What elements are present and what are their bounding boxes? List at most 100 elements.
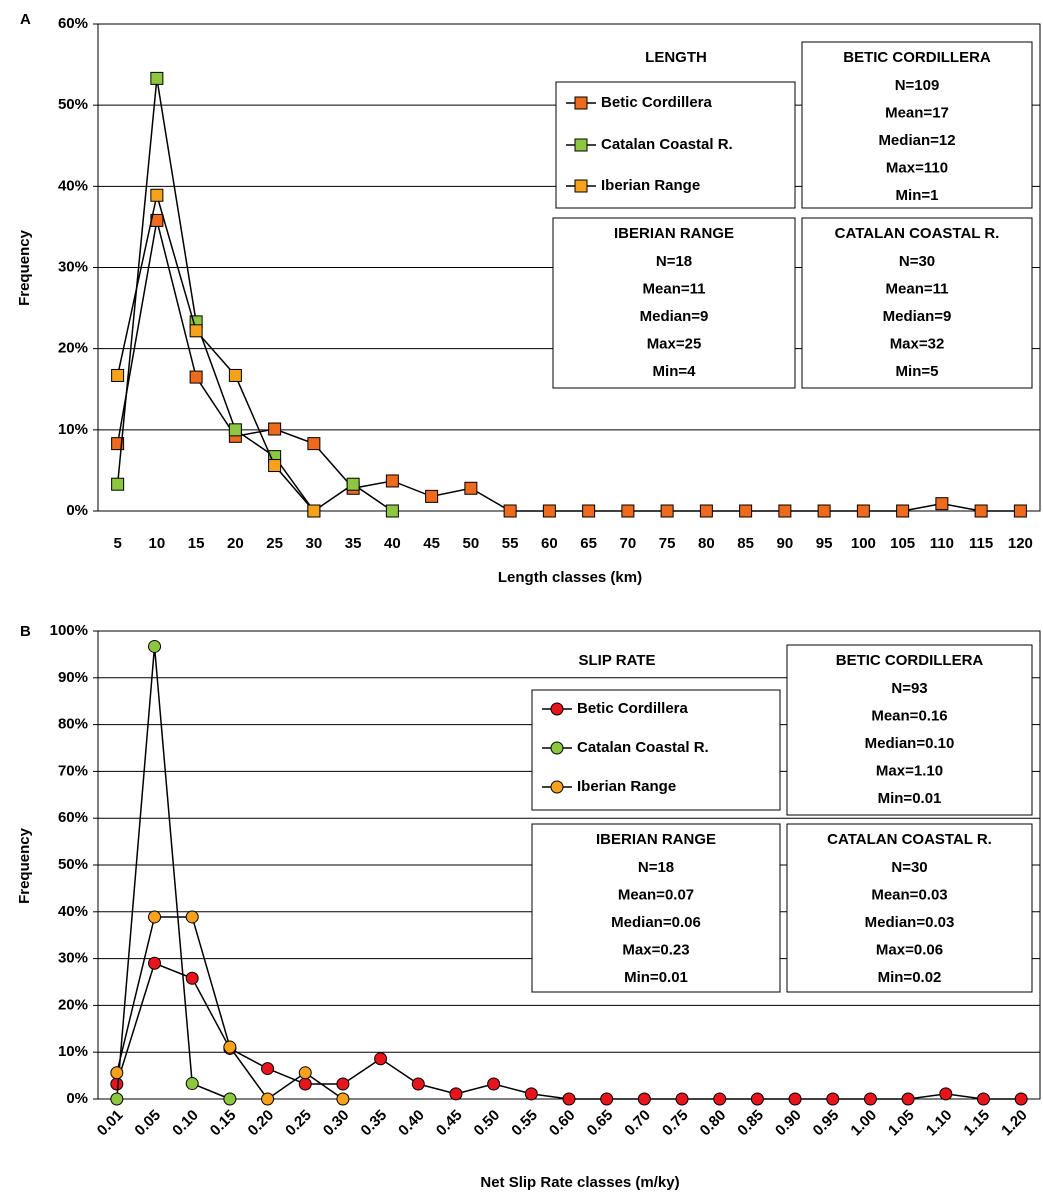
data-point <box>739 504 753 518</box>
data-point <box>1013 504 1027 518</box>
data-point <box>307 504 321 518</box>
x-tick-label: 95 <box>816 535 833 552</box>
x-tick-label: 0.50 <box>471 1107 504 1140</box>
data-point <box>542 504 556 518</box>
data-point <box>223 1040 237 1054</box>
x-tick-label: 0.75 <box>659 1107 692 1140</box>
x-tick-label: 115 <box>969 535 993 552</box>
x-tick-label: 85 <box>737 535 754 552</box>
stats-line: Max=25 <box>647 335 702 352</box>
legend-label: Iberian Range <box>601 177 700 194</box>
x-tick-label: 40 <box>384 535 401 552</box>
data-point <box>336 1092 350 1106</box>
legend-label: Betic Cordillera <box>577 700 689 717</box>
data-point <box>223 1092 237 1106</box>
y-tick-label: 10% <box>58 421 88 438</box>
legend-marker <box>574 179 588 193</box>
y-tick-label: 90% <box>58 669 88 686</box>
stats-line: Max=110 <box>886 159 948 176</box>
data-point <box>976 1092 990 1106</box>
stats-line: N=30 <box>899 253 935 270</box>
legend-label: Catalan Coastal R. <box>577 739 709 756</box>
x-tick-label: 0.45 <box>433 1107 466 1140</box>
x-tick-label: 0.05 <box>131 1107 164 1140</box>
x-tick-label: 65 <box>580 535 597 552</box>
data-point <box>110 1077 124 1091</box>
x-tick-label: 5 <box>113 535 121 552</box>
stats-line: N=18 <box>656 253 692 270</box>
stats-line: Median=0.03 <box>865 914 955 931</box>
y-tick-label: 0% <box>66 502 88 519</box>
y-tick-label: 20% <box>58 996 88 1013</box>
stats-title: CATALAN COASTAL R. <box>835 225 1000 242</box>
series-line <box>116 78 393 513</box>
data-point <box>600 1092 614 1106</box>
x-tick-label: 45 <box>423 535 440 552</box>
data-point <box>856 504 870 518</box>
stats-line: Median=9 <box>640 308 709 325</box>
stats-line: Median=0.10 <box>865 735 955 752</box>
data-point <box>939 1087 953 1101</box>
data-point <box>346 477 360 491</box>
stats-line: Min=0.02 <box>878 969 942 986</box>
data-point <box>750 1092 764 1106</box>
stats-box <box>786 823 1033 993</box>
stats-line: Min=0.01 <box>878 790 942 807</box>
stats-box <box>801 41 1033 209</box>
data-point <box>385 474 399 488</box>
data-point <box>935 497 949 511</box>
stats-line: Min=0.01 <box>624 969 688 986</box>
stats-title: BETIC CORDILLERA <box>836 652 984 669</box>
x-tick-label: 20 <box>227 535 244 552</box>
data-point <box>425 489 439 503</box>
stats-line: N=93 <box>891 680 927 697</box>
x-tick-label: 0.40 <box>395 1107 428 1140</box>
panel-label: B <box>20 623 31 640</box>
data-point <box>110 1092 124 1106</box>
x-tick-label: 25 <box>266 535 283 552</box>
x-tick-label: 1.15 <box>960 1107 993 1140</box>
legend-marker <box>574 138 588 152</box>
x-tick-label: 30 <box>306 535 323 552</box>
x-tick-label: 0.10 <box>169 1107 202 1140</box>
data-point <box>268 459 282 473</box>
stats-line: Max=0.06 <box>876 941 943 958</box>
x-tick-label: 0.85 <box>734 1107 767 1140</box>
stats-line: Mean=0.16 <box>871 707 947 724</box>
y-tick-label: 20% <box>58 340 88 357</box>
x-tick-label: 80 <box>698 535 715 552</box>
stats-title: IBERIAN RANGE <box>596 831 716 848</box>
data-point <box>524 1087 538 1101</box>
data-point <box>660 504 674 518</box>
y-tick-label: 40% <box>58 903 88 920</box>
x-tick-label: 1.10 <box>923 1107 956 1140</box>
stats-line: Mean=0.07 <box>618 886 694 903</box>
data-point <box>298 1066 312 1080</box>
data-point <box>449 1087 463 1101</box>
data-point <box>111 477 125 491</box>
stats-line: Min=5 <box>896 363 939 380</box>
stats-line: N=30 <box>891 859 927 876</box>
legend-marker <box>574 96 588 110</box>
stats-line: Max=0.23 <box>622 941 689 958</box>
chart-title: LENGTH <box>645 49 707 66</box>
legend-marker <box>550 702 564 716</box>
stats-line: Min=1 <box>896 187 939 204</box>
panel-label: A <box>20 11 31 28</box>
data-point <box>150 188 164 202</box>
x-tick-label: 0.20 <box>245 1107 278 1140</box>
stats-box <box>786 644 1033 816</box>
x-tick-label: 75 <box>659 535 676 552</box>
x-tick-label: 100 <box>851 535 876 552</box>
data-point <box>778 504 792 518</box>
data-point <box>228 423 242 437</box>
stats-line: Max=32 <box>890 335 945 352</box>
data-point <box>487 1077 501 1091</box>
series-line <box>116 646 231 1100</box>
x-tick-label: 55 <box>502 535 519 552</box>
x-tick-label: 0.90 <box>772 1107 805 1140</box>
y-tick-label: 40% <box>58 177 88 194</box>
x-tick-label: 15 <box>188 535 205 552</box>
x-tick-label: 0.30 <box>320 1107 353 1140</box>
